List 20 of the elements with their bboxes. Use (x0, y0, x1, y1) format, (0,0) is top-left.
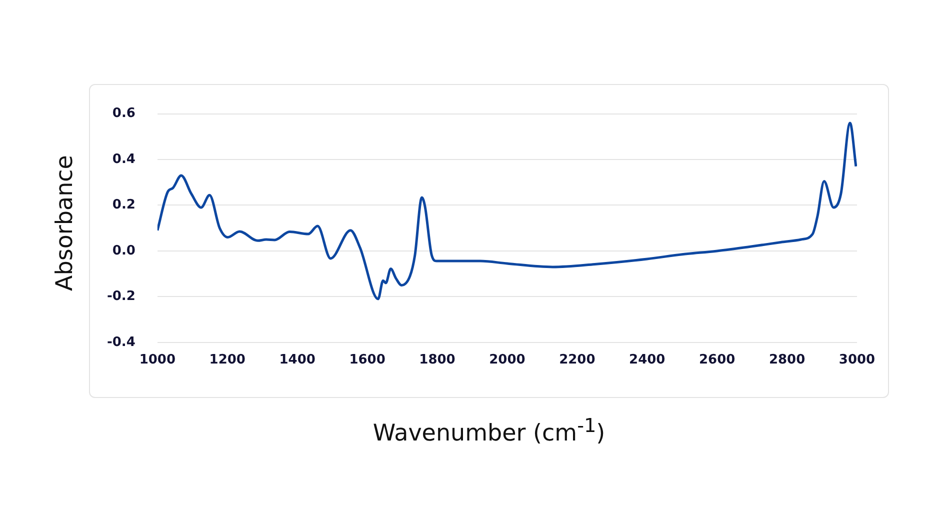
x-tick-label: 1600 (349, 352, 386, 368)
y-tick-label: 0.6 (112, 106, 136, 122)
y-tick-label: 0.2 (112, 198, 136, 213)
y-tick-label: 0.0 (112, 243, 136, 258)
line-series (157, 122, 857, 300)
x-tick-label: 2600 (698, 352, 736, 368)
y-tick-label: -0.2 (106, 289, 136, 304)
x-tick-label: 1400 (279, 352, 316, 368)
x-tick-label: 2000 (489, 352, 526, 368)
x-tick-label: 1200 (209, 352, 246, 368)
x-tick-label: 3000 (838, 352, 876, 368)
x-tick-label: 1000 (139, 352, 176, 368)
x-tick-label: 2400 (629, 352, 666, 368)
x-tick-label: 1800 (419, 352, 456, 368)
y-tick-label: 0.4 (112, 152, 136, 167)
x-tick-label: 2200 (559, 352, 596, 368)
y-axis-title: Absorbance (52, 154, 78, 293)
y-tick-label: -0.4 (106, 334, 136, 350)
x-axis-title: Wavenumber (cm$^{-1}$) (372, 414, 606, 447)
x-tick-label: 2800 (768, 352, 806, 368)
